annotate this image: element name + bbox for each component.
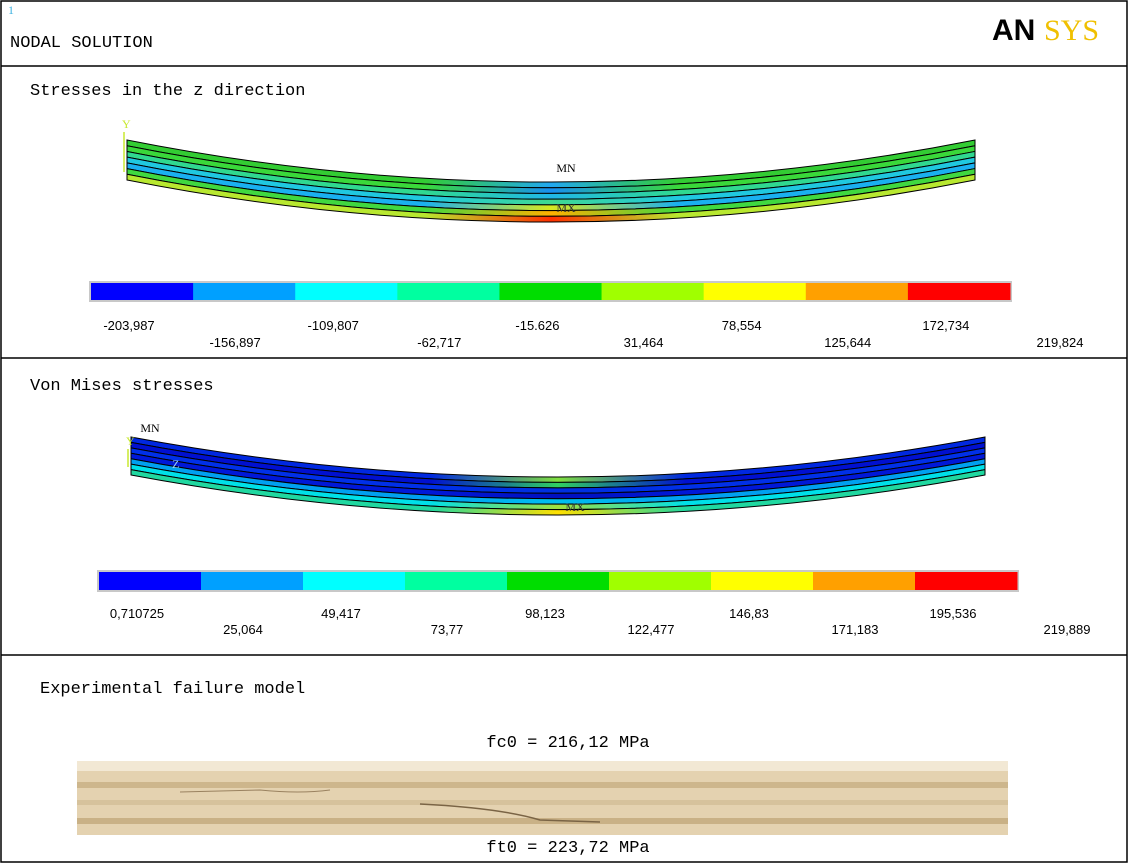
frame <box>1 1 1127 862</box>
legend-swatch <box>507 572 610 590</box>
legend-swatch <box>813 572 916 590</box>
legend-swatch <box>201 572 304 590</box>
legend-label: 0,710725 <box>110 606 164 621</box>
page: 1 NODAL SOLUTION AN SYS Stresses in the … <box>0 0 1128 863</box>
legend-swatch <box>405 572 508 590</box>
legend-label: 98,123 <box>525 606 565 621</box>
legend-label: 195,536 <box>930 606 977 621</box>
legend-swatch <box>609 572 712 590</box>
legend-swatch <box>806 283 909 300</box>
axis-label: Y <box>126 434 135 448</box>
legend-swatch <box>99 572 202 590</box>
panel-title: Stresses in the z direction <box>30 82 305 101</box>
legend-label: -109,807 <box>308 318 359 333</box>
strength-label: ft0 = 223,72 MPa <box>486 839 649 858</box>
axis-label: Y <box>122 117 131 131</box>
max-label: MX <box>565 500 585 514</box>
legend-label: 172,734 <box>922 318 969 333</box>
axis-label: Z <box>172 457 179 471</box>
legend-label: 49,417 <box>321 606 361 621</box>
legend-label: 171,183 <box>832 622 879 637</box>
legend-label: -156,897 <box>209 335 260 350</box>
legend-swatch <box>499 283 602 300</box>
legend-label: 73,77 <box>431 622 464 637</box>
min-label: MN <box>556 161 576 175</box>
panel-title: Von Mises stresses <box>30 377 214 396</box>
legend-label: 219,889 <box>1044 622 1091 637</box>
legend-label: 31,464 <box>624 335 664 350</box>
legend-label: 219,824 <box>1037 335 1084 350</box>
legend-swatch <box>397 283 500 300</box>
min-label: MN <box>140 421 160 435</box>
legend-label: -62,717 <box>417 335 461 350</box>
legend-label: 25,064 <box>223 622 263 637</box>
strength-label: fc0 = 216,12 MPa <box>486 734 649 753</box>
legend-label: -203,987 <box>103 318 154 333</box>
legend-swatch <box>295 283 398 300</box>
legend-swatch <box>915 572 1018 590</box>
legend-label: 146,83 <box>729 606 769 621</box>
marker: 1 <box>8 3 14 17</box>
max-label: MX <box>556 201 576 215</box>
legend-swatch <box>908 283 1011 300</box>
brand: SYS <box>1044 14 1099 47</box>
specimen-photo <box>77 761 1008 835</box>
legend-swatch <box>303 572 406 590</box>
legend-label: 122,477 <box>628 622 675 637</box>
legend-swatch <box>711 572 814 590</box>
legend-label: -15.626 <box>515 318 559 333</box>
legend-label: 78,554 <box>722 318 762 333</box>
legend-swatch <box>602 283 705 300</box>
legend-swatch <box>193 283 296 300</box>
legend-label: 125,644 <box>824 335 871 350</box>
panel-title: Experimental failure model <box>40 680 305 699</box>
legend-swatch <box>704 283 807 300</box>
legend-swatch <box>91 283 194 300</box>
brand: AN <box>992 14 1035 47</box>
header-title: NODAL SOLUTION <box>10 34 153 53</box>
